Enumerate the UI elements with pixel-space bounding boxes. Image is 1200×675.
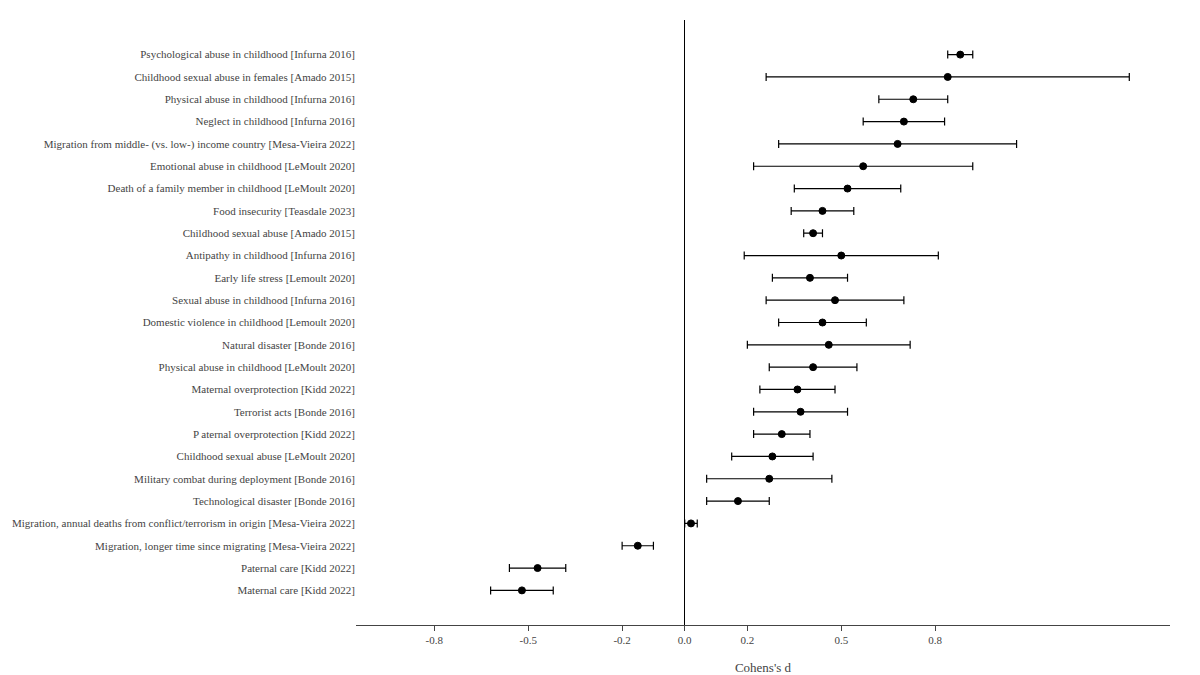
svg-text:Emotional abuse in childhood [: Emotional abuse in childhood [LeMoult 20… [150, 160, 355, 172]
svg-text:Military combat during deploym: Military combat during deployment [Bonde… [134, 473, 355, 485]
svg-text:Childhood sexual abuse [LeMoul: Childhood sexual abuse [LeMoult 2020] [177, 450, 355, 462]
svg-text:-0.5: -0.5 [519, 634, 537, 646]
svg-text:Migration from middle- (vs. lo: Migration from middle- (vs. low-) income… [44, 138, 355, 151]
svg-text:Domestic violence in childhood: Domestic violence in childhood [Lemoult … [143, 316, 355, 328]
svg-text:0.2: 0.2 [740, 634, 754, 646]
svg-text:Natural disaster [Bonde 2016]: Natural disaster [Bonde 2016] [222, 339, 355, 351]
svg-text:Physical abuse in childhood [I: Physical abuse in childhood [Infurna 201… [165, 93, 355, 105]
svg-text:Antipathy in childhood [Infurn: Antipathy in childhood [Infurna 2016] [186, 249, 355, 261]
svg-text:-0.2: -0.2 [613, 634, 630, 646]
svg-text:Maternal overprotection [Kidd: Maternal overprotection [Kidd 2022] [192, 383, 355, 395]
svg-text:0.0: 0.0 [678, 634, 692, 646]
svg-text:Maternal care [Kidd 2022]: Maternal care [Kidd 2022] [237, 584, 355, 596]
svg-text:Terrorist acts [Bonde 2016]: Terrorist acts [Bonde 2016] [234, 406, 355, 418]
svg-text:Early life stress [Lemoult 202: Early life stress [Lemoult 2020] [214, 272, 355, 284]
svg-text:-0.8: -0.8 [426, 634, 444, 646]
svg-text:Neglect in childhood [Infurna: Neglect in childhood [Infurna 2016] [196, 115, 355, 127]
svg-text:Physical abuse in childhood [L: Physical abuse in childhood [LeMoult 202… [159, 361, 355, 373]
svg-text:0.8: 0.8 [928, 634, 942, 646]
svg-text:Childhood sexual abuse [Amado: Childhood sexual abuse [Amado 2015] [183, 227, 355, 239]
svg-text:Migration, annual deaths from: Migration, annual deaths from conflict/t… [12, 517, 355, 529]
svg-text:Migration, longer time since m: Migration, longer time since migrating [… [95, 540, 355, 552]
svg-text:Food insecurity [Teasdale 2023: Food insecurity [Teasdale 2023] [213, 205, 355, 217]
svg-text:Childhood sexual abuse in fema: Childhood sexual abuse in females [Amado… [134, 71, 355, 83]
svg-text:Paternal care [Kidd 2022]: Paternal care [Kidd 2022] [241, 562, 355, 574]
svg-text:0.5: 0.5 [834, 634, 848, 646]
svg-text:Sexual abuse in childhood [Inf: Sexual abuse in childhood [Infurna 2016] [172, 294, 355, 306]
svg-text:Psychological abuse in childho: Psychological abuse in childhood [Infurn… [140, 48, 355, 60]
svg-text:P aternal overprotection [Kidd: P aternal overprotection [Kidd 2022] [193, 428, 355, 440]
svg-text:Cohens's d: Cohens's d [735, 660, 792, 675]
svg-text:Technological disaster [Bonde: Technological disaster [Bonde 2016] [193, 495, 355, 507]
svg-text:Death of a family member in ch: Death of a family member in childhood [L… [108, 182, 355, 194]
